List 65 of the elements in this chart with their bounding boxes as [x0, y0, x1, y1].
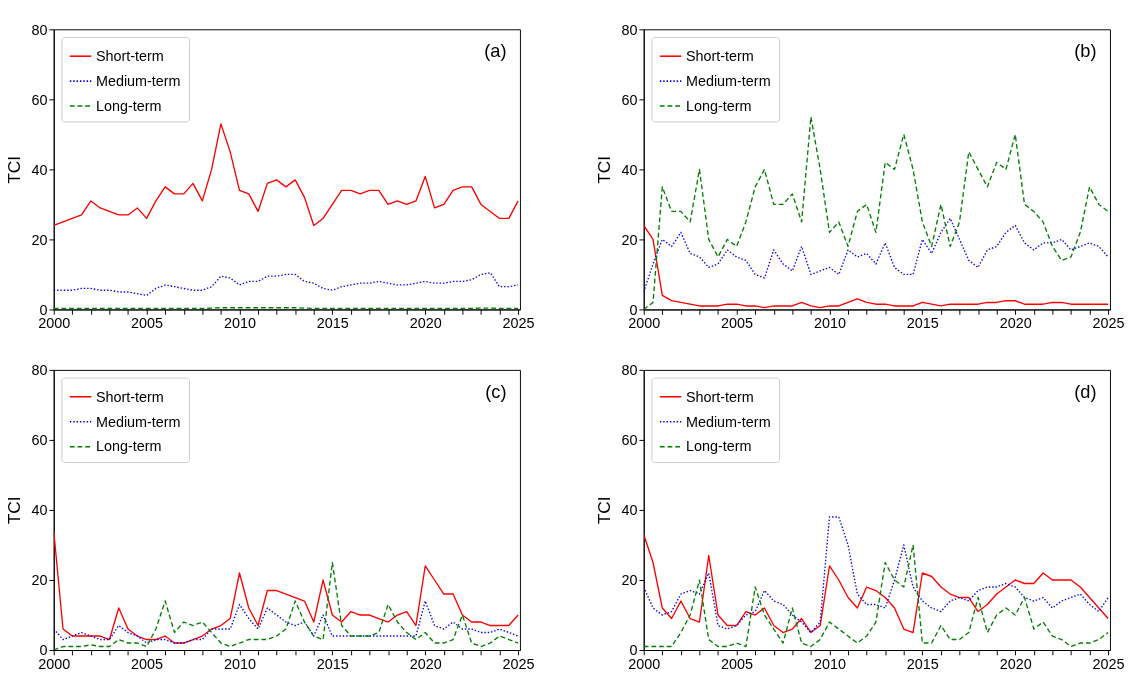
legend-label: Medium-term — [95, 72, 181, 89]
annotation: (b) — [1074, 41, 1097, 62]
line-series — [53, 530, 519, 644]
x-tick-label: 2025 — [502, 655, 535, 672]
legend-label: Long-term — [95, 438, 162, 455]
x-tick-label: 2010 — [813, 655, 846, 672]
legend-label: Long-term — [685, 97, 752, 114]
y-axis-title: TCI — [593, 496, 614, 525]
y-tick-label: 80 — [31, 362, 48, 379]
y-axis-title: TCI — [3, 155, 24, 184]
x-tick-label: 2020 — [999, 655, 1032, 672]
x-tick-label: 2005 — [131, 315, 164, 332]
legend-label: Short-term — [685, 47, 754, 64]
x-tick-label: 2015 — [906, 655, 939, 672]
y-tick-label: 20 — [621, 572, 638, 589]
y-axis-title: TCI — [593, 155, 614, 184]
annotation: (d) — [1074, 381, 1097, 402]
y-tick-label: 80 — [31, 21, 48, 38]
y-tick-label: 60 — [621, 91, 638, 108]
legend-label: Long-term — [95, 97, 162, 114]
legend-label: Medium-term — [95, 413, 181, 430]
y-axis-title: TCI — [3, 496, 24, 525]
x-tick-label: 2005 — [721, 655, 754, 672]
y-tick-label: 40 — [31, 502, 48, 519]
x-tick-label: 2000 — [628, 315, 661, 332]
x-tick-label: 2005 — [131, 655, 164, 672]
x-tick-label: 2025 — [1092, 655, 1125, 672]
legend-label: Short-term — [685, 388, 754, 405]
line-series — [53, 123, 519, 227]
x-tick-label: 2015 — [316, 315, 349, 332]
y-tick-label: 80 — [621, 362, 638, 379]
x-tick-label: 2025 — [1092, 315, 1125, 332]
line-series — [53, 272, 519, 297]
legend-label: Medium-term — [685, 72, 771, 89]
annotation: (c) — [485, 381, 507, 402]
y-tick-label: 0 — [39, 301, 48, 318]
x-tick-label: 2020 — [409, 655, 442, 672]
y-tick-label: 80 — [621, 21, 638, 38]
legend-label: Long-term — [685, 438, 752, 455]
x-tick-label: 2010 — [813, 315, 846, 332]
y-tick-label: 40 — [621, 502, 638, 519]
y-tick-label: 40 — [31, 161, 48, 178]
legend-label: Short-term — [95, 388, 164, 405]
x-tick-label: 2015 — [316, 655, 349, 672]
y-tick-label: 0 — [629, 301, 638, 318]
x-tick-label: 2015 — [906, 315, 939, 332]
y-tick-label: 20 — [31, 231, 48, 248]
y-tick-label: 60 — [31, 432, 48, 449]
x-tick-label: 2025 — [502, 315, 535, 332]
x-tick-label: 2005 — [721, 315, 754, 332]
y-tick-label: 20 — [621, 231, 638, 248]
y-tick-label: 20 — [31, 572, 48, 589]
x-tick-label: 2020 — [409, 315, 442, 332]
y-tick-label: 60 — [31, 91, 48, 108]
x-tick-label: 2020 — [999, 315, 1032, 332]
x-tick-label: 2000 — [38, 315, 71, 332]
line-series — [53, 600, 519, 644]
legend-label: Medium-term — [685, 413, 771, 430]
y-tick-label: 40 — [621, 161, 638, 178]
y-tick-label: 60 — [621, 432, 638, 449]
line-series — [643, 217, 1109, 293]
annotation: (a) — [484, 41, 507, 62]
x-tick-label: 2010 — [223, 655, 256, 672]
x-tick-label: 2010 — [223, 315, 256, 332]
legend-label: Short-term — [95, 47, 164, 64]
